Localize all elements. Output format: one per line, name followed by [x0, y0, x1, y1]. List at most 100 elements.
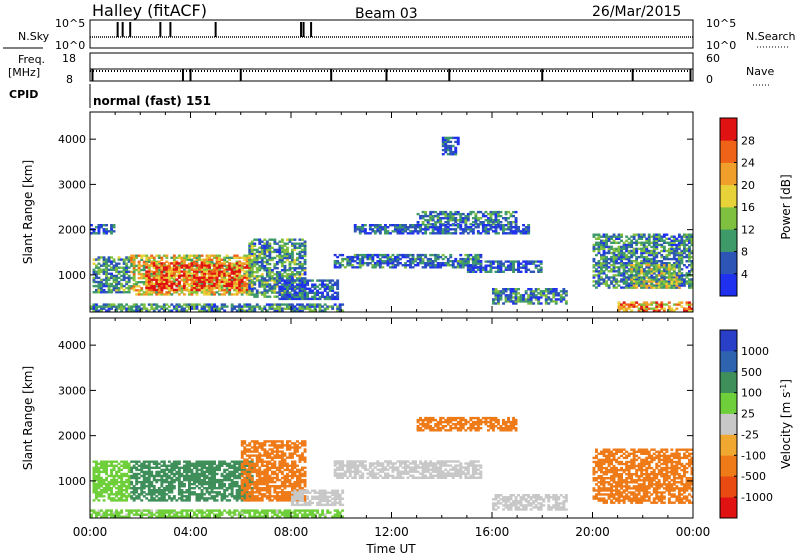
heatmap-cell	[617, 284, 621, 287]
heatmap-cell	[454, 210, 458, 214]
heatmap-cell	[517, 266, 520, 269]
heatmap-cell	[524, 298, 528, 301]
heatmap-cell	[253, 309, 257, 312]
heatmap-cell	[170, 497, 174, 500]
heatmap-cell	[298, 303, 302, 306]
heatmap-cell	[446, 264, 450, 267]
heatmap-cell	[132, 260, 136, 263]
heatmap-cell	[617, 303, 621, 306]
heatmap-cell	[188, 264, 191, 268]
heatmap-cell	[170, 284, 174, 287]
heatmap-cell	[657, 270, 661, 273]
heatmap-cell	[424, 214, 428, 218]
heatmap-cell	[240, 278, 244, 281]
heatmap-cell	[122, 472, 126, 476]
heatmap-cell	[253, 295, 257, 298]
heatmap-cell	[675, 272, 679, 275]
heatmap-cell	[125, 291, 129, 294]
heatmap-cell	[384, 224, 387, 227]
heatmap-cell	[670, 286, 674, 289]
heatmap-cell	[117, 270, 121, 273]
heatmap-cell	[451, 266, 455, 269]
heatmap-cell	[142, 495, 146, 498]
heatmap-cell	[150, 291, 154, 294]
heatmap-cell	[135, 491, 139, 494]
heatmap-cell	[512, 210, 515, 214]
heatmap-cell	[484, 230, 488, 233]
heatmap-cell	[198, 266, 201, 269]
heatmap-cell	[132, 274, 136, 278]
heatmap-cell	[137, 476, 141, 480]
heatmap-cell	[647, 272, 651, 275]
heatmap-cell	[464, 257, 468, 261]
heatmap-cell	[183, 258, 186, 261]
freq-panel: Freq. [MHz] 18 8 60 0 Nave	[8, 52, 774, 86]
heatmap-cell	[132, 289, 136, 292]
heatmap-cell	[160, 288, 164, 292]
heatmap-cell	[667, 262, 671, 265]
heatmap-cell	[632, 241, 636, 244]
heatmap-cell	[605, 255, 608, 259]
heatmap-cell	[512, 296, 515, 299]
heatmap-cell	[625, 309, 629, 312]
heatmap-cell	[112, 274, 116, 278]
heatmap-cell	[102, 264, 106, 267]
heatmap-cell	[471, 260, 475, 263]
heatmap-cell	[115, 274, 118, 278]
heatmap-cell	[218, 284, 221, 287]
heatmap-cell	[112, 284, 116, 288]
heatmap-cell	[416, 262, 420, 265]
heatmap-cell	[115, 284, 118, 288]
heatmap-cell	[366, 232, 370, 235]
heatmap-cell	[429, 262, 433, 265]
heatmap-cell	[411, 255, 415, 259]
heatmap-cell	[280, 269, 284, 272]
heatmap-cell	[180, 260, 184, 263]
heatmap-cell	[260, 291, 264, 294]
heatmap-cell	[122, 260, 126, 263]
heatmap-cell	[492, 219, 495, 222]
heatmap-cell	[235, 274, 239, 277]
heatmap-cell	[198, 493, 201, 496]
heatmap-cell	[647, 257, 651, 261]
heatmap-cell	[157, 474, 161, 478]
heatmap-cell	[122, 272, 126, 275]
heatmap-cell	[494, 294, 498, 297]
heatmap-cell	[183, 274, 186, 277]
heatmap-cell	[258, 269, 262, 272]
heatmap-cell	[213, 309, 216, 312]
heatmap-cell	[260, 262, 264, 266]
heatmap-cell	[95, 264, 98, 267]
heatmap-cell	[145, 254, 149, 257]
heatmap-cell	[657, 303, 661, 306]
heatmap-cell	[615, 282, 618, 285]
heatmap-cell	[509, 288, 513, 291]
heatmap-cell	[625, 272, 629, 275]
heatmap-cell	[190, 478, 194, 482]
heatmap-cell	[110, 474, 113, 478]
heatmap-cell	[514, 268, 518, 271]
heatmap-cell	[605, 239, 608, 242]
heatmap-cell	[386, 260, 390, 263]
heatmap-cell	[268, 254, 272, 258]
heatmap-cell	[389, 260, 392, 263]
heatmap-cell	[190, 493, 194, 496]
heatmap-cell	[597, 243, 601, 247]
heatmap-cell	[680, 262, 684, 265]
heatmap-cell	[406, 253, 410, 257]
heatmap-cell	[333, 264, 337, 267]
heatmap-cell	[313, 297, 317, 301]
heatmap-cell	[177, 309, 181, 312]
heatmap-cell	[667, 278, 671, 281]
heatmap-cell	[690, 262, 694, 265]
heatmap-cell	[147, 293, 151, 296]
heatmap-cell	[554, 292, 558, 295]
heatmap-cell	[263, 242, 267, 245]
heatmap-cell	[612, 235, 616, 238]
heatmap-cell	[140, 474, 144, 478]
heatmap-cell	[615, 241, 618, 244]
heatmap-cell	[647, 303, 651, 306]
heatmap-cell	[476, 266, 480, 269]
heatmap-cell	[499, 298, 503, 301]
heatmap-cell	[303, 262, 307, 266]
